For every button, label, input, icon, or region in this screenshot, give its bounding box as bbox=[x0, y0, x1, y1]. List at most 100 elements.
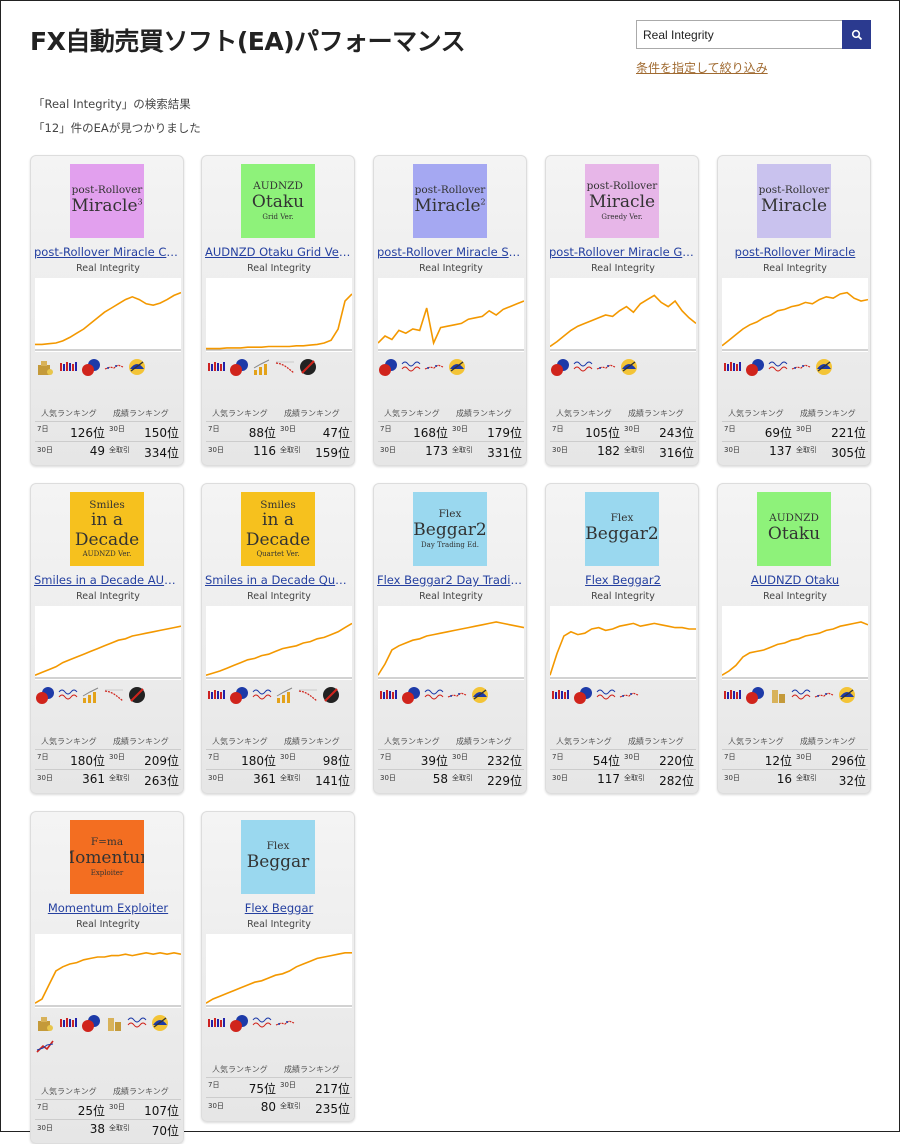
ea-name-link[interactable]: AUDNZD Otaku bbox=[750, 573, 840, 587]
ea-thumbnail[interactable]: AUDNZD Otaku bbox=[757, 492, 831, 566]
ea-name-link[interactable]: post-Rollover Miracle Gree... bbox=[549, 245, 700, 259]
perf-30day-value: 232位 bbox=[487, 754, 522, 768]
perf-all-value: 141位 bbox=[315, 774, 350, 788]
pop-7day-value: 12位 bbox=[764, 754, 792, 768]
ea-thumbnail[interactable]: F=ma Momentum Exploiter bbox=[70, 820, 144, 894]
ea-name-link[interactable]: Flex Beggar bbox=[244, 901, 314, 915]
ea-name-link[interactable]: Flex Beggar2 Day Trading ... bbox=[377, 573, 528, 587]
divider bbox=[722, 769, 868, 770]
ea-thumbnail[interactable]: post-Rollover Miracle Greedy Ver. bbox=[585, 164, 659, 238]
perf-30day-value: 107位 bbox=[144, 1104, 179, 1118]
scale-icon bbox=[129, 359, 145, 375]
search-button[interactable] bbox=[842, 20, 871, 49]
ea-card[interactable]: AUDNZD Otaku AUDNZD Otaku Real Integrity… bbox=[717, 483, 871, 794]
ea-developer: Real Integrity bbox=[76, 919, 140, 930]
ea-thumbnail[interactable]: AUDNZD Otaku Grid Ver. bbox=[241, 164, 315, 238]
equity-curve-line bbox=[35, 291, 181, 346]
ea-card[interactable]: Flex Beggar2 Flex Beggar2 Real Integrity… bbox=[545, 483, 699, 794]
ea-card[interactable]: AUDNZD Otaku Grid Ver. AUDNZD Otaku Grid… bbox=[201, 155, 356, 466]
wave-text-icon bbox=[596, 689, 616, 700]
line-drop-icon bbox=[275, 361, 295, 374]
ea-thumbnail[interactable]: post-Rollover Miracle2 bbox=[413, 164, 487, 238]
divider bbox=[378, 441, 524, 442]
ea-card[interactable]: Flex Beggar2 Day Trading Ed. Flex Beggar… bbox=[373, 483, 528, 794]
ea-feature-icons bbox=[206, 1013, 352, 1033]
ea-thumbnail[interactable]: Flex Beggar2 bbox=[585, 492, 659, 566]
ea-card[interactable]: Smiles in a Decade AUDNZD Ver. Smiles in… bbox=[30, 483, 185, 794]
divider bbox=[35, 441, 181, 442]
divider bbox=[206, 1077, 352, 1078]
scale-icon bbox=[152, 1015, 168, 1031]
filter-link[interactable]: 条件を指定して絞り込み bbox=[636, 61, 768, 75]
perf-30day-value: 217位 bbox=[315, 1082, 350, 1096]
ea-developer: Real Integrity bbox=[591, 263, 655, 274]
search-result-query: 「Real Integrity」の検索結果 bbox=[33, 97, 191, 111]
ea-card[interactable]: F=ma Momentum Exploiter Momentum Exploit… bbox=[30, 811, 184, 1144]
ea-developer: Real Integrity bbox=[247, 263, 311, 274]
ea-equity-chart bbox=[35, 934, 181, 1008]
divider bbox=[206, 1097, 352, 1098]
ea-thumbnail[interactable]: Flex Beggar2 Day Trading Ed. bbox=[413, 492, 487, 566]
ea-name-link[interactable]: Momentum Exploiter bbox=[47, 901, 169, 915]
ea-thumbnail[interactable]: Flex Beggar bbox=[241, 820, 315, 894]
ea-card[interactable]: post-Rollover Miracle Greedy Ver. post-R… bbox=[545, 155, 700, 466]
candlestick-icon bbox=[208, 1018, 225, 1027]
ea-thumbnail[interactable]: Smiles in a Decade Quartet Ver. bbox=[241, 492, 315, 566]
ea-name-link[interactable]: Smiles in a Decade Quarte... bbox=[205, 573, 356, 587]
search-input[interactable] bbox=[636, 20, 843, 49]
perf-30day-label: 30日 bbox=[280, 753, 296, 761]
perf-30day-value: 243位 bbox=[659, 426, 694, 440]
ea-developer: Real Integrity bbox=[76, 263, 140, 274]
thumb-line2: in a Decade bbox=[245, 510, 311, 550]
candlestick-icon bbox=[60, 1018, 77, 1027]
wave-text-icon bbox=[127, 1017, 147, 1028]
perf-all-value: 229位 bbox=[487, 774, 522, 788]
search-icon bbox=[851, 29, 862, 40]
scale-icon bbox=[839, 687, 855, 703]
ea-feature-icons bbox=[550, 357, 696, 377]
ea-name-link[interactable]: Flex Beggar2 bbox=[585, 573, 661, 587]
thumb-line2: in a Decade bbox=[74, 510, 140, 550]
ea-thumbnail[interactable]: Smiles in a Decade AUDNZD Ver. bbox=[70, 492, 144, 566]
ea-feature-icons bbox=[35, 357, 181, 377]
ea-thumbnail[interactable]: post-Rollover Miracle3 bbox=[70, 164, 144, 238]
thumb-line1: AUDNZD bbox=[253, 180, 303, 193]
ea-name-link[interactable]: post-Rollover Miracle Cubed bbox=[34, 245, 185, 259]
ea-equity-chart bbox=[206, 606, 352, 680]
thumb-line3: AUDNZD Ver. bbox=[82, 550, 132, 559]
pop-30day-label: 30日 bbox=[208, 446, 224, 454]
divider bbox=[206, 769, 352, 770]
scale-icon bbox=[621, 359, 637, 375]
pop-30day-label: 30日 bbox=[208, 774, 224, 782]
ea-card[interactable]: Flex Beggar Flex Beggar Real Integrity 人… bbox=[201, 811, 355, 1122]
ea-card[interactable]: post-Rollover Miracle post-Rollover Mira… bbox=[717, 155, 871, 466]
ea-thumbnail[interactable]: post-Rollover Miracle bbox=[757, 164, 831, 238]
ea-card[interactable]: Smiles in a Decade Quartet Ver. Smiles i… bbox=[201, 483, 356, 794]
ea-card[interactable]: post-Rollover Miracle2 post-Rollover Mir… bbox=[373, 155, 528, 466]
pop-30day-value: 58 bbox=[432, 772, 448, 786]
perf-30day-value: 209位 bbox=[144, 754, 179, 768]
ea-equity-chart bbox=[206, 934, 352, 1008]
pop-30day-label: 30日 bbox=[208, 1102, 224, 1110]
pop-7day-label: 7日 bbox=[724, 425, 736, 433]
thumb-line1: Flex bbox=[610, 512, 634, 525]
ea-name-link[interactable]: post-Rollover Miracle bbox=[734, 245, 856, 259]
pop-30day-label: 30日 bbox=[380, 774, 396, 782]
thumb-line1: Smiles bbox=[260, 498, 296, 511]
ea-equity-chart bbox=[35, 606, 181, 680]
line-drop-icon bbox=[298, 689, 318, 702]
ea-name-link[interactable]: Smiles in a Decade AUDN... bbox=[34, 573, 185, 587]
ea-name-link[interactable]: AUDNZD Otaku Grid Versi... bbox=[205, 245, 356, 259]
divider bbox=[550, 441, 696, 442]
scale-icon bbox=[816, 359, 832, 375]
candlestick-icon bbox=[724, 690, 741, 699]
ea-name-link[interactable]: post-Rollover Miracle Squ... bbox=[377, 245, 528, 259]
ea-equity-chart bbox=[550, 606, 696, 680]
ea-card[interactable]: post-Rollover Miracle3 post-Rollover Mir… bbox=[30, 155, 185, 466]
pop-30day-value: 49 bbox=[89, 444, 105, 458]
line-dots-icon bbox=[424, 364, 444, 370]
chat-icon bbox=[82, 359, 100, 376]
pop-7day-label: 7日 bbox=[724, 753, 736, 761]
search-result-count: 「12」件のEAが見つかりました bbox=[33, 121, 201, 135]
performance-ranking-label: 成績ランキング bbox=[113, 409, 169, 418]
